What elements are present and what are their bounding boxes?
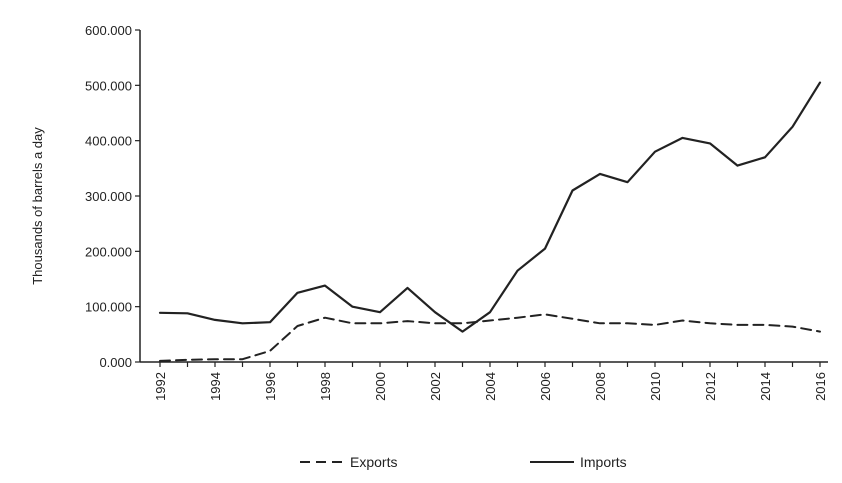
- series-line-exports: [159, 313, 821, 362]
- x-tick-label: 2000: [373, 372, 388, 401]
- y-axis-ticks: 0.000 100.000 200.000 300.000 400.000 500.000…: [85, 23, 140, 370]
- x-tick-label: 2002: [428, 372, 443, 401]
- legend-label-imports: Imports: [580, 454, 627, 470]
- x-tick-label: 2008: [593, 372, 608, 401]
- x-axis-ticks: 1992 1994 1996 1998 2000 2002 2004 2006 2008 2010…: [153, 362, 828, 401]
- x-tick-label: 2010: [648, 372, 663, 401]
- x-tick-label: 1992: [153, 372, 168, 401]
- y-tick-label: 600.000: [85, 23, 132, 38]
- y-tick-label: 300.000: [85, 189, 132, 204]
- x-tick-label: 1994: [208, 372, 223, 401]
- x-tick-label: 1996: [263, 372, 278, 401]
- y-tick-label: 200.000: [85, 244, 132, 259]
- legend-label-exports: Exports: [350, 454, 397, 470]
- x-tick-label: 2014: [758, 372, 773, 401]
- x-tick-label: 2004: [483, 372, 498, 401]
- x-tick-label: 1998: [318, 372, 333, 401]
- chart-axes: [139, 30, 828, 363]
- y-tick-label: 100.000: [85, 300, 132, 315]
- y-tick-label: 400.000: [85, 134, 132, 149]
- chart-series: [158, 81, 822, 362]
- y-axis-title: Thousands of barrels a day: [30, 127, 45, 285]
- x-tick-label: 2016: [813, 372, 828, 401]
- y-tick-label: 500.000: [85, 78, 132, 93]
- x-tick-label: 2012: [703, 372, 718, 401]
- x-tick-label: 2006: [538, 372, 553, 401]
- chart-legend: Exports Imports: [300, 454, 627, 470]
- series-line-imports: [158, 81, 822, 333]
- y-tick-label: 0.000: [99, 355, 132, 370]
